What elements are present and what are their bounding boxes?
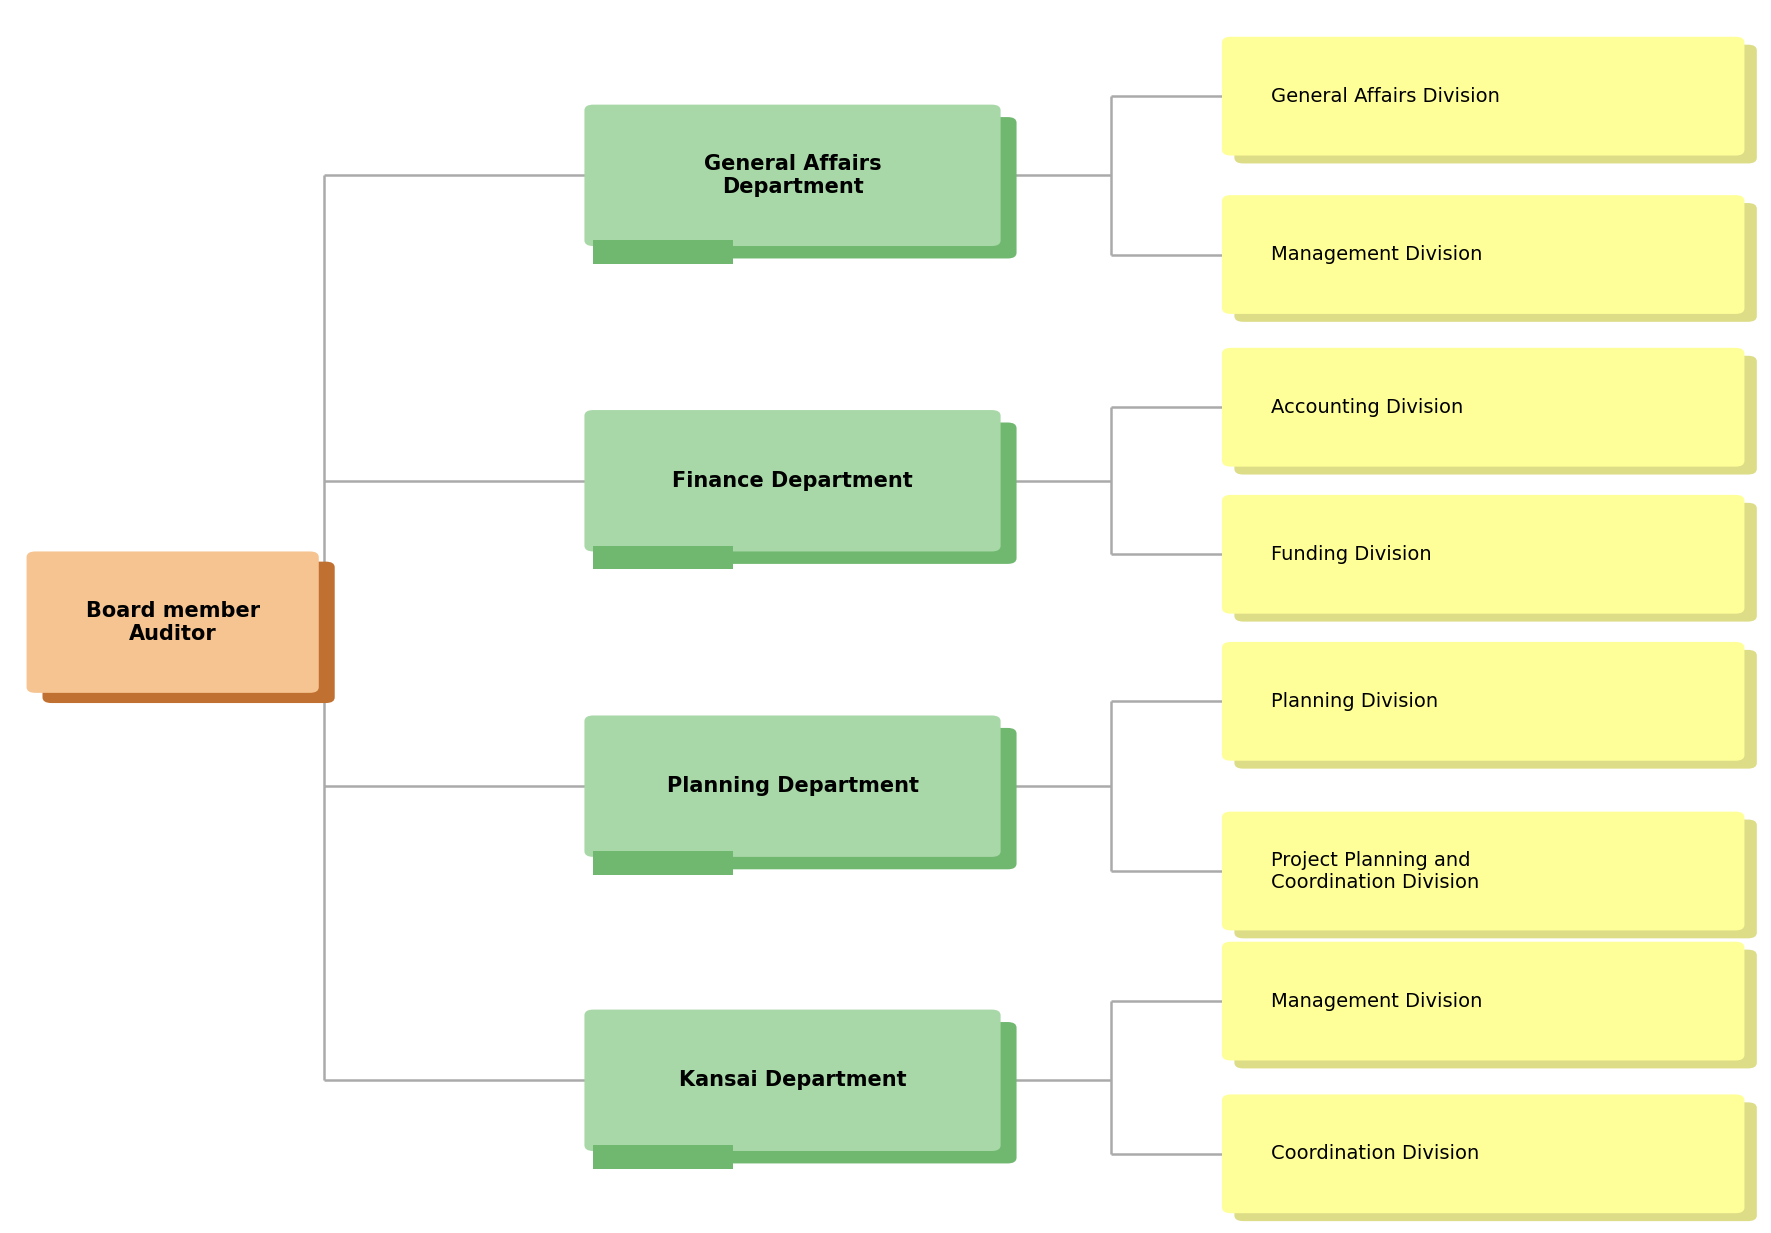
FancyBboxPatch shape — [1222, 642, 1744, 761]
Text: Board member
Auditor: Board member Auditor — [85, 600, 260, 644]
FancyBboxPatch shape — [1234, 503, 1757, 621]
FancyBboxPatch shape — [1234, 949, 1757, 1069]
FancyBboxPatch shape — [1234, 44, 1757, 164]
FancyBboxPatch shape — [27, 551, 319, 693]
FancyBboxPatch shape — [1222, 942, 1744, 1060]
Text: Funding Division: Funding Division — [1272, 545, 1431, 563]
FancyBboxPatch shape — [584, 105, 1001, 247]
FancyBboxPatch shape — [43, 562, 335, 703]
FancyBboxPatch shape — [600, 117, 1017, 259]
Text: General Affairs
Department: General Affairs Department — [703, 154, 882, 197]
FancyBboxPatch shape — [584, 1010, 1001, 1150]
FancyBboxPatch shape — [600, 1022, 1017, 1164]
FancyBboxPatch shape — [1222, 494, 1744, 614]
FancyBboxPatch shape — [600, 423, 1017, 563]
Text: Management Division: Management Division — [1272, 991, 1482, 1011]
FancyBboxPatch shape — [1234, 650, 1757, 768]
Text: Project Planning and
Coordination Division: Project Planning and Coordination Divisi… — [1272, 851, 1479, 891]
FancyBboxPatch shape — [584, 411, 1001, 551]
FancyBboxPatch shape — [1222, 811, 1744, 931]
Text: General Affairs Division: General Affairs Division — [1272, 86, 1500, 106]
Text: Management Division: Management Division — [1272, 245, 1482, 264]
Polygon shape — [593, 1145, 733, 1169]
FancyBboxPatch shape — [1234, 203, 1757, 322]
Text: Planning Division: Planning Division — [1272, 692, 1438, 711]
FancyBboxPatch shape — [1222, 37, 1744, 155]
Text: Coordination Division: Coordination Division — [1272, 1144, 1479, 1163]
Polygon shape — [593, 546, 733, 570]
FancyBboxPatch shape — [1234, 1102, 1757, 1221]
FancyBboxPatch shape — [584, 715, 1001, 857]
Text: Planning Department: Planning Department — [666, 777, 919, 797]
FancyBboxPatch shape — [1222, 348, 1744, 466]
Text: Kansai Department: Kansai Department — [678, 1070, 907, 1090]
Polygon shape — [593, 240, 733, 264]
Text: Accounting Division: Accounting Division — [1272, 398, 1463, 417]
FancyBboxPatch shape — [1222, 1095, 1744, 1213]
FancyBboxPatch shape — [1234, 820, 1757, 938]
Polygon shape — [593, 851, 733, 874]
FancyBboxPatch shape — [1234, 356, 1757, 475]
FancyBboxPatch shape — [600, 727, 1017, 869]
Text: Finance Department: Finance Department — [673, 471, 912, 491]
FancyBboxPatch shape — [1222, 195, 1744, 314]
